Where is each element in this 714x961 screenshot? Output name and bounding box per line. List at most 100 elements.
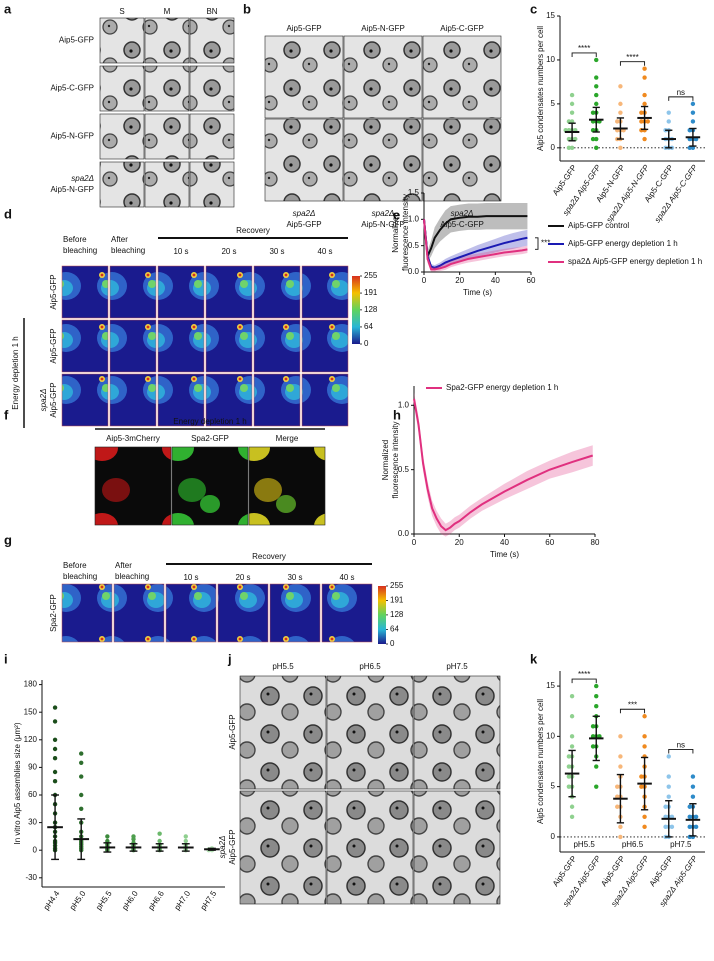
y-axis-label: In vitro Aip5 assemblies size (μm²) [13, 722, 22, 844]
data-point [79, 760, 84, 765]
data-point [666, 110, 671, 115]
heatmap-image [321, 583, 373, 643]
legend-label: Aip5-GFP control [568, 221, 629, 230]
data-point [52, 756, 58, 761]
data-point [590, 724, 596, 729]
x-tick-label: 20 [455, 538, 464, 547]
header: After [115, 561, 132, 570]
heatmap-image [61, 373, 109, 427]
data-point [618, 754, 623, 759]
data-point [569, 814, 575, 820]
data-point [566, 774, 572, 779]
data-point [642, 714, 647, 719]
significance-bracket [619, 61, 646, 66]
heatmap-image [61, 583, 113, 643]
heatmap-image [205, 265, 253, 319]
micrograph [99, 17, 145, 64]
colorbar-label: 128 [364, 305, 378, 314]
panel-label: k [530, 651, 538, 666]
x-tick-label: 60 [545, 538, 554, 547]
header: Recovery [236, 226, 270, 235]
micrograph [422, 35, 502, 119]
y-tick-label: 0.0 [398, 529, 410, 538]
sd-band [424, 216, 528, 271]
data-point [105, 838, 110, 844]
heatmap-image [109, 265, 157, 319]
heatmap-image [301, 319, 349, 373]
data-point [566, 754, 572, 759]
row-label: Aip5-C-GFP [50, 84, 94, 93]
colorbar-label: 255 [390, 581, 404, 590]
y-tick-label: 0.5 [398, 465, 410, 474]
line [413, 398, 594, 532]
colorbar-label: 0 [390, 639, 395, 648]
time-label: 20 s [221, 247, 236, 256]
sd-band [414, 392, 593, 537]
data-point [79, 792, 84, 798]
x-tick-label: pH7.0 [173, 889, 193, 912]
data-point [594, 75, 599, 80]
heatmap-image [113, 583, 165, 643]
y-axis-label: Normalized [391, 212, 400, 252]
data-point [594, 703, 599, 709]
x-tick-label: spa2Δ Aip5-N-GFP [604, 163, 651, 225]
header: Before [63, 235, 87, 244]
data-point [569, 693, 575, 699]
group-label: pH7.5 [670, 840, 692, 849]
micrograph [422, 118, 502, 202]
data-point [566, 784, 572, 789]
data-point [615, 804, 620, 809]
row-label: spa2Δ [372, 209, 395, 218]
header: Recovery [252, 552, 286, 561]
heatmap-image [253, 319, 301, 373]
data-point [594, 683, 599, 689]
time-label: 20 s [235, 573, 250, 582]
significance-label: ns [677, 88, 685, 97]
micrograph [413, 790, 501, 905]
column-label: Aip5-C-GFP [440, 24, 484, 33]
row-label: Aip5-GFP [228, 829, 237, 864]
heatmap-image [301, 265, 349, 319]
colorbar [378, 586, 386, 644]
column-label: Spa2-GFP [191, 434, 229, 443]
y-tick-label: 120 [24, 735, 38, 744]
heatmap-image [269, 583, 321, 643]
micrograph [99, 65, 145, 112]
colorbar-label: 64 [390, 625, 399, 634]
data-point [566, 145, 572, 151]
header: Before [63, 561, 87, 570]
data-point [52, 769, 58, 775]
panel-label: h [393, 407, 401, 422]
data-point [569, 101, 575, 107]
time-label: 10 s [183, 573, 198, 582]
significance-bracket [571, 52, 597, 57]
panel-label: f [4, 407, 9, 422]
data-point [642, 824, 647, 830]
micrograph [326, 790, 414, 905]
data-point [594, 136, 599, 142]
data-point [594, 92, 599, 98]
data-point [618, 734, 623, 739]
data-point [183, 834, 188, 839]
x-tick-label: 40 [491, 276, 500, 285]
micrograph [343, 118, 423, 202]
data-point [183, 838, 188, 844]
data-point [690, 101, 696, 107]
row-label: spa2Δ [71, 174, 94, 183]
heatmap-image [109, 373, 157, 427]
x-tick-label: pH7.5 [199, 889, 219, 912]
micrograph [189, 113, 235, 160]
data-point [618, 145, 623, 151]
significance-label: *** [541, 239, 550, 248]
data-point [666, 784, 671, 789]
data-point [590, 110, 596, 115]
column-label: pH7.5 [446, 662, 468, 671]
micrograph [239, 790, 327, 905]
heatmap-image [157, 319, 205, 373]
data-point [52, 779, 58, 784]
y-tick-label: -30 [25, 873, 37, 882]
micrograph [189, 65, 235, 112]
data-point [590, 744, 596, 749]
line [423, 219, 528, 271]
